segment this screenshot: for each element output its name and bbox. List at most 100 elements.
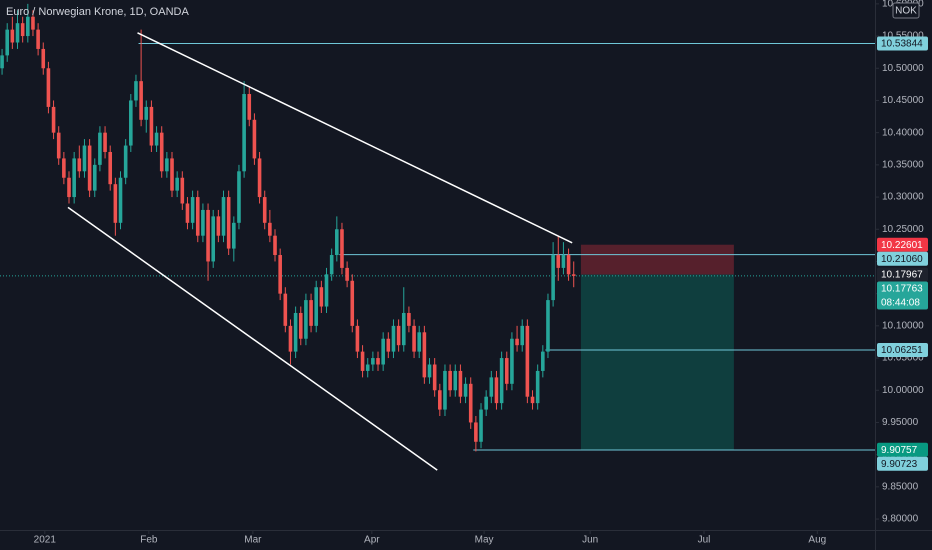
x-tick-label: Jul: [698, 535, 711, 546]
candle-body: [314, 287, 319, 326]
candle-body: [180, 177, 185, 204]
level-label: 10.21060: [881, 254, 923, 265]
candle-body: [407, 312, 411, 326]
candle-body: [10, 29, 15, 43]
candle-body: [195, 197, 200, 236]
candle-body: [371, 358, 375, 365]
candle-body: [510, 338, 514, 384]
candle-body: [36, 29, 40, 49]
candle-body: [566, 255, 571, 275]
candle-body: [226, 197, 231, 249]
candle-body: [479, 409, 483, 442]
candle-body: [67, 177, 71, 198]
candle-body: [283, 293, 288, 326]
candle-body: [288, 325, 293, 352]
candle-body: [92, 164, 97, 191]
candle-body: [350, 280, 355, 326]
level-label-box: [877, 251, 928, 266]
x-tick-label: May: [475, 535, 494, 546]
candle-body: [108, 151, 113, 185]
candle-body: [401, 312, 406, 346]
y-tick-label: 10.55000: [882, 31, 924, 42]
candle-body: [0, 55, 4, 69]
candle-body: [422, 332, 427, 378]
candle-body: [432, 364, 437, 391]
currency-box[interactable]: [892, 2, 920, 19]
candle-body: [185, 203, 190, 223]
y-tick-label: 10.50000: [882, 63, 924, 74]
y-tick-label: 10.05000: [882, 353, 924, 364]
candle-body: [494, 377, 499, 404]
y-tick-label: 10.35000: [882, 160, 924, 171]
candle-body: [525, 325, 530, 397]
candle-body: [5, 29, 10, 56]
candle-body: [335, 229, 339, 256]
candle-body: [273, 235, 277, 256]
candle-body: [293, 312, 298, 352]
candle-body: [489, 377, 494, 397]
level-label: 9.90723: [881, 459, 918, 470]
chart-title: Euro / Norwegian Krone, 1D, OANDA: [6, 6, 189, 18]
level-label-box: [877, 342, 928, 357]
candle-body: [77, 158, 82, 172]
candle-body: [484, 396, 488, 410]
candle-body: [149, 106, 154, 146]
candle-body: [345, 267, 349, 281]
candle-body: [190, 197, 195, 223]
candle-body: [546, 300, 550, 352]
candle-body: [360, 351, 365, 371]
target-zone: [580, 274, 734, 450]
candle-body: [530, 396, 535, 404]
currency-label[interactable]: NOK: [895, 6, 917, 17]
current-price-label: 10.17763: [881, 284, 923, 295]
y-tick-label: 10.00000: [882, 385, 924, 396]
candle-body: [324, 274, 329, 307]
candle-body: [232, 222, 236, 249]
candle-body: [304, 300, 308, 339]
y-tick-label: 9.85000: [882, 481, 919, 492]
candle-body: [82, 145, 87, 172]
candle-body: [329, 255, 334, 275]
candle-body: [72, 158, 76, 198]
current-price-label-box: [877, 281, 928, 310]
candle-body: [216, 216, 221, 236]
candle-body: [499, 358, 504, 404]
candle-body: [468, 383, 473, 423]
candle-body: [438, 390, 442, 410]
x-tick-label: Jun: [582, 535, 598, 546]
candle-body: [278, 255, 282, 294]
candle-body: [504, 358, 509, 384]
y-tick-label: 10.40000: [882, 127, 924, 138]
candle-body: [561, 255, 566, 268]
candle-body: [386, 338, 391, 352]
candle-body: [159, 132, 164, 172]
candle-body: [381, 338, 385, 365]
y-tick-label: 10.45000: [882, 95, 924, 106]
candle-body: [571, 274, 576, 276]
candle-body: [355, 325, 360, 352]
y-tick-label: 10.30000: [882, 192, 924, 203]
candle-body: [474, 422, 478, 442]
candle-body: [427, 364, 432, 378]
candle-body: [340, 229, 344, 268]
candle-body: [309, 300, 313, 326]
candle-body: [268, 222, 272, 236]
entry-label: 10.17967: [881, 270, 923, 281]
trend-line: [67, 206, 438, 471]
candle-body: [535, 370, 540, 404]
axes: 9.800009.850009.900009.9500010.0000010.0…: [34, 0, 928, 546]
candle-body: [165, 158, 169, 172]
candle-body: [396, 325, 401, 346]
candle-body: [448, 370, 452, 391]
candle-body: [520, 325, 525, 346]
target-label: 9.90757: [881, 445, 918, 456]
candle-body: [98, 132, 102, 165]
candle-body: [417, 332, 422, 352]
candle-body: [319, 287, 324, 307]
candle-body: [118, 177, 123, 223]
candle-body: [123, 145, 128, 178]
candle-body: [154, 132, 159, 146]
candle-body: [391, 325, 396, 352]
